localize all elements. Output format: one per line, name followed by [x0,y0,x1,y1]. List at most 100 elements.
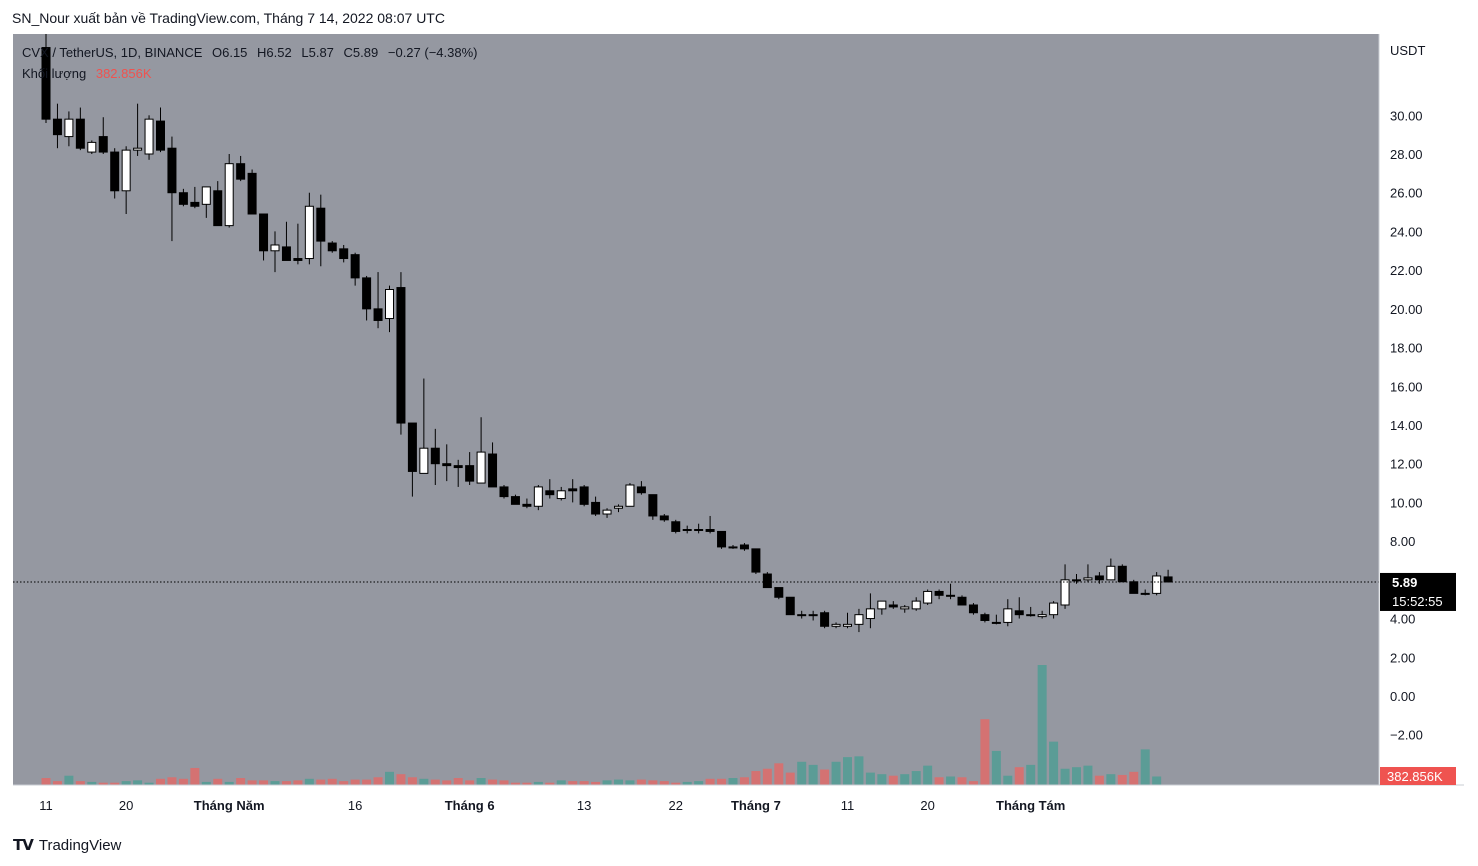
volume-bar [991,750,1001,785]
volume-bar [476,778,486,785]
price-tick-label: 0.00 [1390,689,1415,704]
volume-bar [1060,768,1070,785]
candle-body-up [808,614,818,617]
candle-body-down [968,604,978,614]
candle-body-down [717,530,727,548]
volume-bar [201,781,211,785]
candle [327,241,337,253]
candle [156,107,165,153]
candle [682,525,692,534]
candle [373,272,383,329]
volume-bar [980,719,990,785]
candle [98,117,108,155]
time-tick-label: 20 [920,798,934,813]
candle-body-down [407,422,417,472]
candle [270,231,280,273]
time-tick-label: 11 [841,798,855,813]
volume-bar [648,780,658,785]
candles-layer [41,34,1173,633]
candle [87,140,97,155]
volume-bar [144,782,154,785]
volume-bar [591,781,601,785]
volume-bar [854,756,864,785]
candle-body-down [774,587,784,598]
candle-body-down [259,213,269,252]
candle-body-down [510,496,520,505]
candle [201,186,211,218]
legend-symbol[interactable]: CVX / TetherUS, 1D, BINANCE [22,45,203,60]
candle-body-down [316,207,326,242]
time-tick-label: 22 [669,798,683,813]
price-tick-label: 26.00 [1390,186,1423,201]
axis-labels: 5.89 15:52:55 382.856K [1380,572,1456,785]
volume-bar [110,782,120,785]
candle [133,103,143,156]
candle-body-up [1060,579,1070,606]
volume-legend-label[interactable]: Khối lượng [22,66,87,81]
legend-low: L5.87 [301,45,334,60]
volume-legend[interactable]: Khối lượng 382.856K [22,66,152,81]
candle-body-down [888,604,898,608]
volume-bar [1072,767,1081,785]
volume-bar [1094,775,1104,785]
candle [385,285,394,333]
volume-bar [705,778,715,785]
candle [717,530,727,549]
price-tick-label: 2.00 [1390,650,1415,665]
candle-body-down [648,494,658,517]
candle [556,486,566,501]
price-tick-label: 10.00 [1390,495,1423,510]
volume-bar [602,780,612,785]
candle-body-up [614,505,623,509]
candle-body-down [751,548,761,573]
candle [545,479,555,499]
time-axis-bg[interactable] [13,785,1464,822]
volume-bar [671,782,681,785]
candle [362,275,372,321]
candle-body-down [934,590,944,596]
price-axis: USDT 30.00 28.00 26.00 24.00 22.00 20.00 18.00 1… [1390,43,1425,743]
volume-bar [259,780,269,785]
candle-body-down [465,465,475,482]
candle [877,600,887,615]
candle [522,498,532,509]
volume-bar [659,781,669,785]
volume-bar [270,781,280,785]
candle [671,519,681,534]
chart-area[interactable]: USDT 30.00 28.00 26.00 24.00 22.00 20.00 18.00 1… [13,34,1464,822]
volume-bar [1106,774,1116,785]
candle-body-up [865,608,875,620]
candle [739,543,749,551]
candle [808,610,818,621]
volume-bar [843,757,852,785]
volume-bar [694,781,704,785]
price-axis-bg[interactable] [1379,34,1464,785]
symbol-legend[interactable]: CVX / TetherUS, 1D, BINANCE O6.15 H6.52 … [22,45,484,60]
candle [316,194,326,267]
volume-bar [213,778,223,785]
volume-bar [121,781,131,785]
volume-bar [419,778,429,785]
volume-bar [64,775,74,785]
volume-bar [465,780,475,785]
candle [591,496,601,516]
footer-brand[interactable]: 𝗧𝗩 TradingView [13,836,121,855]
volume-bar [636,779,646,785]
candle [923,589,933,605]
candle-body-up [64,118,74,138]
volume-bar [808,764,818,785]
volume-bar [281,781,291,785]
candle-body-down [281,246,291,261]
volume-bar [785,772,795,785]
volume-bar [453,778,463,785]
volume-bar [396,774,406,785]
price-tick-label: 28.00 [1390,147,1423,162]
volume-bar [900,774,910,785]
price-tick-label: 12.00 [1390,457,1423,472]
candle [659,514,669,522]
candle-body-up [270,244,280,252]
candle [831,622,841,629]
time-tick-label: Tháng 6 [445,798,495,813]
candle [751,548,761,575]
candle-body-up [304,205,314,260]
